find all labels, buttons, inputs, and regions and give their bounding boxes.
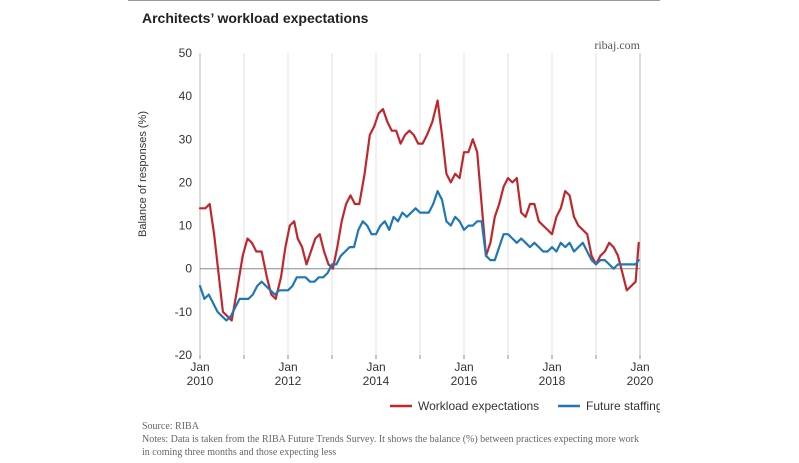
legend-label: Future staffing [586, 399, 660, 413]
y-tick-label: 30 [179, 132, 193, 146]
x-tick-label: Jan [630, 360, 649, 374]
x-tick-label: Jan [190, 360, 209, 374]
x-tick-label: 2010 [187, 374, 214, 388]
x-tick-label: Jan [542, 360, 561, 374]
tick-labels: Jan2010Jan2012Jan2014Jan2016Jan2018Jan20… [175, 46, 654, 388]
source-tag: ribaj.com [594, 38, 640, 52]
y-tick-label: 40 [179, 89, 193, 103]
x-tick-label: 2012 [275, 374, 302, 388]
x-tick-label: 2018 [539, 374, 566, 388]
y-tick-label: -10 [175, 305, 193, 319]
x-tick-label: Jan [278, 360, 297, 374]
y-axis-label: Balance of responses (%) [137, 111, 149, 237]
notes-text: Notes: Data is taken from the RIBA Futur… [142, 434, 640, 458]
y-tick-label: 0 [185, 262, 192, 276]
x-tick-label: 2014 [363, 374, 390, 388]
vertical-gridlines [243, 53, 597, 355]
x-tick-label: Jan [366, 360, 385, 374]
y-tick-label: 10 [179, 219, 193, 233]
future-staffing-line [198, 190, 640, 322]
chart-frame: Architects’ workload expectations ribaj.… [128, 0, 660, 463]
x-tick-label: 2020 [627, 374, 654, 388]
series-group [198, 99, 640, 322]
top-rule [128, 0, 660, 1]
axes [199, 53, 641, 359]
legend: Workload expectations Future staffing [390, 399, 660, 413]
x-tick-label: 2016 [451, 374, 478, 388]
y-tick-label: 50 [179, 46, 193, 60]
source-note: Source: RIBA [142, 421, 199, 432]
x-tick-label: Jan [454, 360, 473, 374]
chart-title: Architects’ workload expectations [142, 10, 369, 26]
legend-label: Workload expectations [418, 399, 539, 413]
y-tick-label: 20 [179, 175, 193, 189]
line-chart: Jan2010Jan2012Jan2014Jan2016Jan2018Jan20… [137, 46, 660, 413]
y-tick-label: -20 [175, 348, 193, 362]
